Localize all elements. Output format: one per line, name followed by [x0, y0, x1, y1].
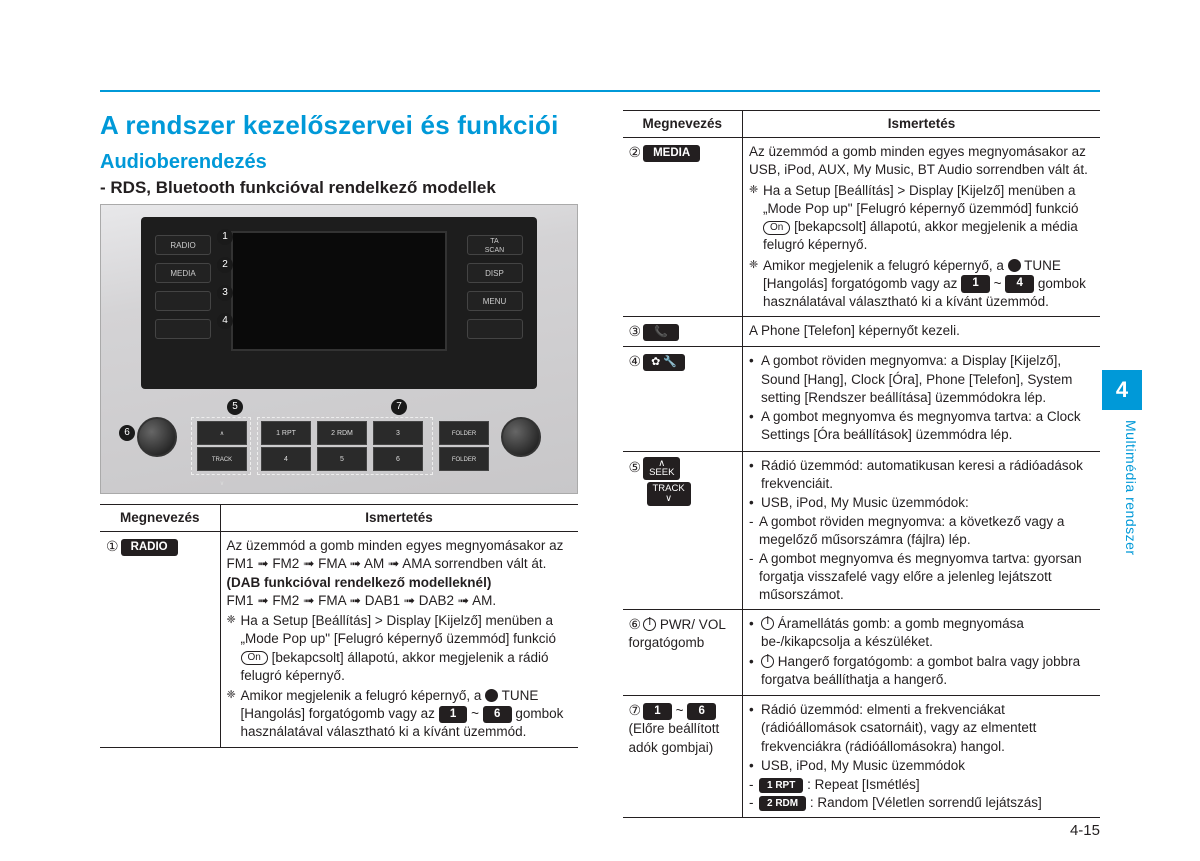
headunit-photo: RADIO MEDIA TASCAN DISP MENU 1 2 3 4 6 5… [100, 204, 578, 494]
right-column: Megnevezés Ismertetés ②MEDIAAz üzemmód a… [623, 110, 1101, 818]
th-desc-left: Ismertetés [220, 505, 578, 532]
row-name: ②MEDIA [623, 138, 743, 317]
row-desc: Az üzemmód a gomb minden egyes megnyomás… [220, 532, 578, 747]
chapter-side-text: Multimédia rendszer [1123, 420, 1139, 556]
row-desc: Rádió üzemmód: automatikusan keresi a rá… [743, 451, 1101, 610]
row-name: ①RADIO [100, 532, 220, 747]
row-desc: A Phone [Telefon] képernyőt kezeli. [743, 317, 1101, 347]
left-column: A rendszer kezelőszervei és funkciói Aud… [100, 110, 578, 818]
page-title: A rendszer kezelőszervei és funkciói [100, 110, 578, 141]
row-name: ⑦ 1 ~ 6 (Előre beállított adók gombjai) [623, 696, 743, 818]
row-desc: Áramellátás gomb: a gomb megnyomása be-/… [743, 610, 1101, 696]
row-desc: A gombot röviden megnyomva: a Display [K… [743, 347, 1101, 451]
subtitle: Audioberendezés [100, 151, 578, 174]
row-desc: Rádió üzemmód: elmenti a frekvenciákat (… [743, 696, 1101, 818]
row-name: ③ 📞 [623, 317, 743, 347]
subtitle2: - RDS, Bluetooth funkcióval rendelkező m… [100, 178, 578, 198]
page-number: 4-15 [1070, 822, 1100, 839]
left-table: Megnevezés Ismertetés ①RADIOAz üzemmód a… [100, 504, 578, 748]
th-name-right: Megnevezés [623, 111, 743, 138]
top-rule [100, 90, 1100, 92]
row-name: ⑤∧SEEKTRACK∨ [623, 451, 743, 610]
right-table: Megnevezés Ismertetés ②MEDIAAz üzemmód a… [623, 110, 1101, 818]
row-name: ⑥ PWR/ VOL forgatógomb [623, 610, 743, 696]
row-name: ④✿ 🔧 [623, 347, 743, 451]
chapter-tab: 4 [1102, 370, 1142, 410]
row-desc: Az üzemmód a gomb minden egyes megnyomás… [743, 138, 1101, 317]
th-desc-right: Ismertetés [743, 111, 1101, 138]
page-content: A rendszer kezelőszervei és funkciói Aud… [100, 110, 1100, 818]
th-name-left: Megnevezés [100, 505, 220, 532]
